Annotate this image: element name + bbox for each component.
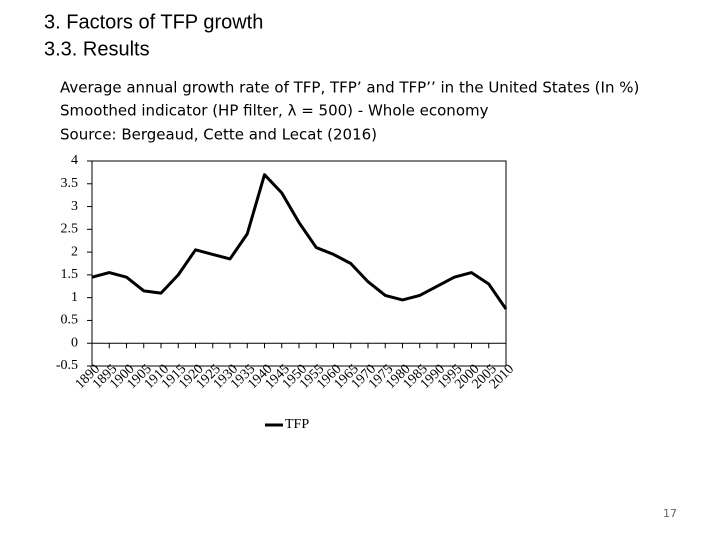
y-tick-label: 1 — [71, 290, 78, 305]
page-number: 17 — [663, 507, 677, 520]
y-tick-label: 3 — [71, 199, 78, 214]
line-series — [91, 173, 508, 310]
y-tick-label: 2 — [71, 244, 78, 259]
slide-subtitle: 3.3. Results — [44, 38, 150, 60]
slide-title: 3. Factors of TFP growth — [44, 11, 263, 33]
y-tick-label: 4 — [71, 153, 78, 168]
chart-title: Average annual growth rate of TFP, TFP’ … — [60, 79, 639, 97]
legend-label: TFP — [285, 417, 309, 432]
chart-subtitle: Smoothed indicator (HP filter, λ = 500) … — [60, 102, 489, 120]
y-tick-label: 0.5 — [61, 313, 79, 328]
y-tick-label: 1.5 — [61, 267, 79, 282]
y-tick-label: 2.5 — [61, 222, 79, 237]
y-tick-label: -0.5 — [56, 358, 78, 373]
plot-frame — [91, 160, 507, 367]
chart-source: Source: Bergeaud, Cette and Lecat (2016) — [60, 126, 377, 144]
y-tick-label: 3.5 — [61, 176, 79, 191]
y-tick-label: 0 — [71, 335, 78, 350]
